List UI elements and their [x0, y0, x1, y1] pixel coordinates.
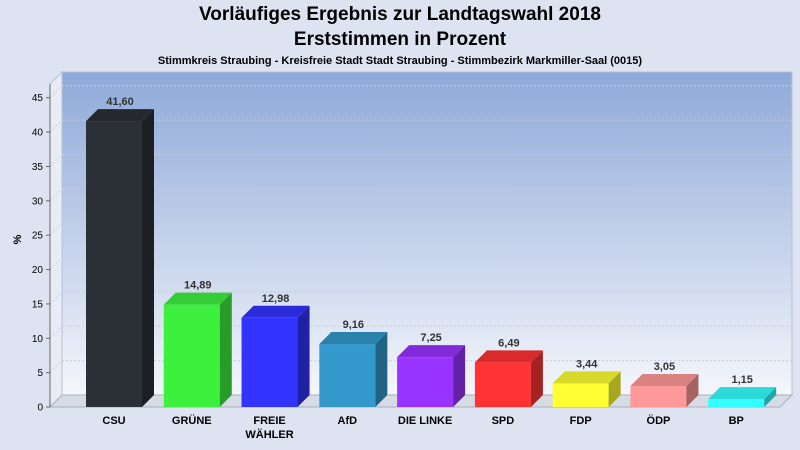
bar-front: [630, 386, 687, 407]
grid-line: [49, 360, 63, 373]
y-tick-label: 15: [32, 299, 44, 310]
y-tick-label: 5: [37, 368, 43, 379]
bar-front: [708, 399, 765, 407]
x-tick-label: FDP: [570, 415, 592, 427]
chart-title-line-2: Erststimmen in Prozent: [293, 29, 507, 50]
bar-side: [608, 371, 621, 407]
bar-top: [708, 387, 777, 400]
bar-front: [163, 304, 220, 407]
x-tick-label: FREIE WÄHLER: [245, 415, 293, 441]
bar-top: [630, 374, 699, 387]
bar: 41,60: [86, 96, 154, 407]
data-label: 7,25: [420, 332, 441, 344]
grid-line: [49, 325, 63, 339]
x-tick-label: BP: [729, 415, 744, 427]
bar-front: [474, 362, 531, 407]
x-axis: CSU GRÜNE FREIE WÄHLER AfD DIE LINKE SPD FDP ÖDP…: [102, 414, 743, 441]
grid-line: [49, 188, 63, 202]
data-label: 12,98: [262, 293, 290, 305]
bar-top: [86, 109, 154, 122]
grid-line: [49, 222, 63, 236]
chart-subtitle: Stimmkreis Straubing - Kreisfreie Stadt …: [157, 55, 643, 67]
bar-top: [474, 350, 543, 363]
y-tick-label: 35: [32, 162, 44, 173]
data-label: 1,15: [732, 374, 753, 386]
data-label: 14,89: [184, 280, 212, 292]
data-label: 3,05: [654, 361, 675, 373]
x-tick-label: GRÜNE: [172, 414, 212, 427]
bar-top: [319, 332, 388, 345]
data-label: 6,49: [498, 337, 519, 349]
y-axis-label: %: [12, 234, 24, 244]
bar-top: [552, 371, 621, 384]
bar-top: [397, 345, 466, 358]
y-axis: 0 5 10 15 20 25 30 35 40 45%: [12, 84, 51, 414]
bar-front: [552, 383, 609, 407]
bar-top: [163, 292, 232, 305]
bar: 12,98: [241, 293, 310, 407]
y-tick-label: 10: [32, 334, 44, 345]
bar: 3,05: [630, 361, 699, 407]
plot-side-wall: [49, 70, 63, 409]
bar-front: [397, 357, 454, 407]
x-tick-label: CSU: [102, 415, 125, 427]
x-tick-label: SPD: [492, 415, 515, 427]
bar: 14,89: [163, 280, 232, 407]
bar: 1,15: [708, 374, 777, 407]
bar-side: [297, 305, 310, 407]
grid-line: [49, 119, 63, 133]
grid-line: [49, 291, 63, 305]
y-tick-label: 0: [37, 403, 43, 414]
bar: 9,16: [319, 319, 388, 407]
bar-side: [764, 387, 777, 407]
data-label: 9,16: [343, 319, 364, 331]
bar-top: [241, 305, 310, 318]
bar-side: [219, 292, 232, 407]
bar-side: [686, 374, 699, 407]
chart-title: Vorläufiges Ergebnis zur Landtagswahl 20…: [199, 4, 601, 25]
bar-front: [319, 344, 376, 407]
x-tick-label: ÖDP: [647, 414, 671, 427]
bar-side: [530, 350, 543, 407]
bar-front: [86, 121, 142, 407]
bar: 6,49: [474, 337, 543, 407]
data-label: 3,44: [576, 358, 598, 370]
bars: 41,60 14,89 12,98 9,16 7,25 6,49 3,44 3,05 1,15: [86, 96, 777, 407]
data-label: 41,60: [106, 96, 134, 108]
bar-front: [241, 317, 298, 407]
bar: 7,25: [397, 332, 466, 407]
y-tick-label: 45: [32, 93, 44, 104]
y-tick-label: 25: [32, 231, 44, 242]
bar: 3,44: [552, 358, 621, 407]
y-tick-label: 20: [32, 265, 44, 276]
grid-line: [49, 85, 63, 99]
grid-line: [49, 154, 63, 167]
y-tick-label: 30: [32, 196, 44, 207]
x-tick-label: AfD: [338, 415, 358, 427]
x-tick-label: DIE LINKE: [398, 415, 452, 427]
bar-side: [453, 345, 466, 407]
y-tick-label: 40: [32, 128, 44, 139]
grid-line: [49, 257, 63, 270]
bar-side: [142, 109, 154, 407]
bar-side: [375, 332, 388, 407]
